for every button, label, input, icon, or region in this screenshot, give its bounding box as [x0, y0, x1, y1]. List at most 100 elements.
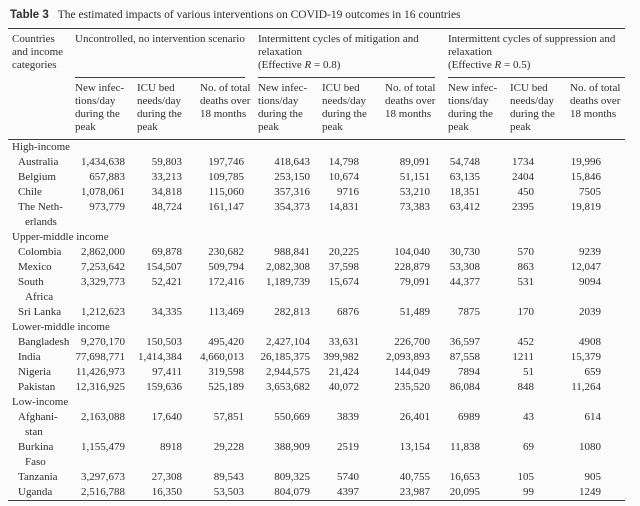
value-cell: 14,798: [328, 156, 360, 168]
value-cell: 53,503: [213, 486, 245, 498]
value-cell: 525,189: [208, 381, 245, 393]
value-cell: 804,079: [274, 486, 311, 498]
value-cell: 53,308: [449, 261, 481, 273]
group-header-row: Countries and income categories Uncontro…: [8, 28, 626, 140]
value-cell: 659: [584, 366, 602, 378]
value-cell: 570: [517, 246, 535, 258]
table-row: Pakistan 12,316,925 159,636 525,189 3,653,68…: [8, 380, 625, 395]
country-name: Bangladesh: [18, 336, 70, 348]
col-header-icu-beds: ICU bed needs/day during the peak: [510, 78, 571, 140]
country-name: India: [18, 351, 41, 363]
value-cell: 614: [584, 411, 602, 423]
country-name: South Africa: [18, 276, 54, 303]
table-row: Burkina Faso 1,155,479 8918 29,228 388,909 25…: [8, 440, 625, 470]
group-rule: [75, 77, 246, 78]
value-cell: 509,794: [208, 261, 245, 273]
table-row: India 77,698,771 1,414,384 4,660,013 26,185,…: [8, 350, 625, 365]
income-category-row: Low-income: [8, 395, 625, 410]
value-cell: 809,325: [274, 471, 311, 483]
value-cell: 109,785: [208, 171, 245, 183]
value-cell: 69,878: [151, 246, 182, 258]
value-cell: 905: [584, 471, 602, 483]
country-name: Colombia: [18, 246, 62, 258]
value-cell: 53,210: [399, 186, 431, 198]
value-cell: 44,377: [449, 276, 481, 288]
table-caption: Table 3 The estimated impacts of various …: [10, 8, 640, 22]
value-cell: 319,598: [208, 366, 245, 378]
value-cell: 1,434,638: [81, 156, 125, 168]
value-cell: 399,982: [323, 351, 360, 363]
value-cell: 26,401: [399, 411, 431, 423]
value-cell: 7505: [579, 186, 602, 198]
value-cell: 11,264: [571, 381, 602, 393]
value-cell: 15,674: [328, 276, 360, 288]
value-cell: 37,598: [328, 261, 360, 273]
table-row: Colombia 2,862,000 69,878 230,682 988,841 20,…: [8, 245, 625, 260]
value-cell: 2039: [579, 306, 602, 318]
value-cell: 159,636: [146, 381, 182, 393]
value-cell: 30,730: [449, 246, 481, 258]
table-row: Mexico 7,253,642 154,507 509,794 2,082,308 37…: [8, 260, 625, 275]
value-cell: 16,653: [449, 471, 481, 483]
value-cell: 4908: [579, 336, 602, 348]
table-body: High-income Australia 1,434,638 59,803 197,7…: [8, 140, 625, 501]
value-cell: 48,724: [151, 201, 182, 213]
value-cell: 51,489: [399, 306, 431, 318]
value-cell: 26,185,375: [260, 351, 311, 363]
value-cell: 1211: [512, 351, 535, 363]
impact-table: Countries and income categories Uncontro…: [8, 28, 626, 501]
col-header-new-infections: New infec- tions/day during the peak: [258, 78, 323, 140]
value-cell: 43: [523, 411, 535, 423]
value-cell: 5740: [337, 471, 360, 483]
income-category-row: Upper-middle income: [8, 230, 625, 245]
country-name: Nigeria: [18, 366, 51, 378]
value-cell: 282,813: [274, 306, 311, 318]
table-row: Bangladesh 9,270,170 150,503 495,420 2,427,1…: [8, 335, 625, 350]
country-name: Afghani- stan: [18, 411, 58, 438]
income-category-label: Upper-middle income: [12, 231, 109, 243]
value-cell: 452: [517, 336, 535, 348]
value-cell: 14,831: [328, 201, 360, 213]
country-name: Sri Lanka: [18, 306, 62, 318]
table-row: Uganda 2,516,788 16,350 53,503 804,079 4397 23…: [8, 485, 625, 501]
country-name: Pakistan: [18, 381, 56, 393]
col-header-new-infections: New infec- tions/day during the peak: [448, 78, 511, 140]
value-cell: 253,150: [274, 171, 311, 183]
table-row: The Neth- erlands 973,779 48,724 161,147 354…: [8, 200, 625, 230]
value-cell: 115,060: [208, 186, 245, 198]
value-cell: 2395: [512, 201, 535, 213]
value-cell: 9094: [579, 276, 602, 288]
value-cell: 57,851: [213, 411, 245, 423]
effective-r-note: (Effective R = 0.5): [448, 59, 531, 71]
value-cell: 354,373: [274, 201, 311, 213]
value-cell: 172,416: [208, 276, 245, 288]
income-category-label: Low-income: [12, 396, 69, 408]
value-cell: 89,543: [213, 471, 245, 483]
value-cell: 357,316: [274, 186, 311, 198]
group-header-uncontrolled: Uncontrolled, no intervention scenario: [75, 29, 258, 78]
value-cell: 73,383: [399, 201, 431, 213]
r-symbol: R: [494, 59, 502, 71]
value-cell: 3839: [337, 411, 360, 423]
country-name: Australia: [18, 156, 59, 168]
value-cell: 657,883: [89, 171, 125, 183]
value-cell: 69: [523, 441, 535, 453]
value-cell: 2519: [337, 441, 360, 453]
value-cell: 7,253,642: [81, 261, 125, 273]
value-cell: 51: [523, 366, 535, 378]
value-cell: 1,078,061: [81, 186, 125, 198]
value-cell: 11,838: [450, 441, 481, 453]
value-cell: 6989: [458, 411, 481, 423]
country-name: Burkina Faso: [18, 441, 54, 468]
country-name: Belgium: [18, 171, 56, 183]
value-cell: 1,212,623: [81, 306, 125, 318]
value-cell: 2,944,575: [266, 366, 311, 378]
group-rule: [258, 77, 436, 78]
income-category-label: Lower-middle income: [12, 321, 110, 333]
value-cell: 59,803: [151, 156, 182, 168]
value-cell: 2,862,000: [81, 246, 125, 258]
value-cell: 1,414,384: [138, 351, 182, 363]
value-cell: 19,819: [570, 201, 602, 213]
value-cell: 226,700: [394, 336, 431, 348]
